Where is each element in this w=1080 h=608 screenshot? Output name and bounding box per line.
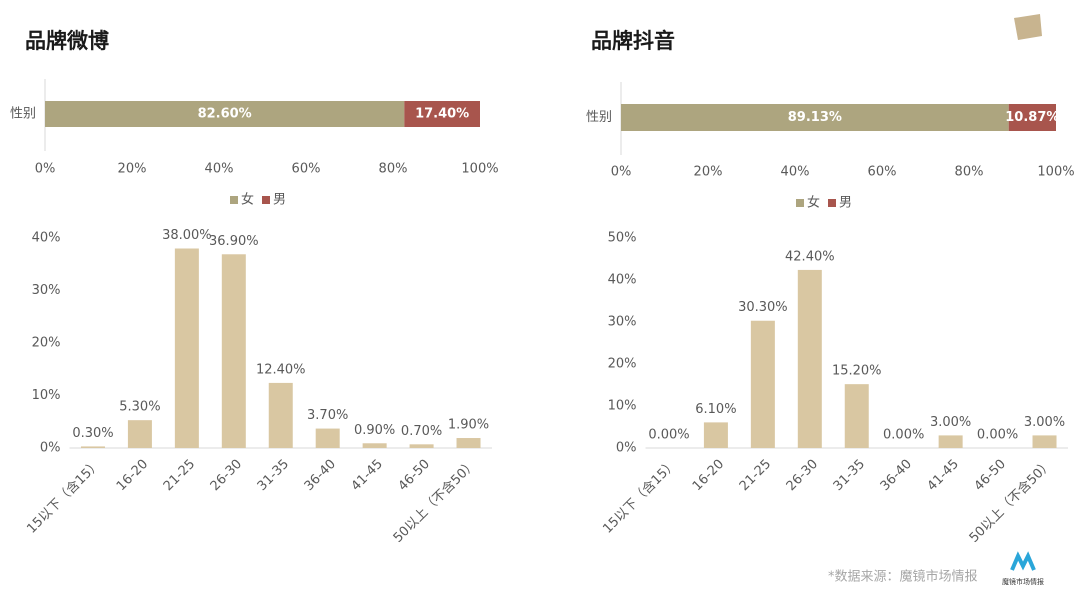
y-tick-label: 40% <box>32 231 61 246</box>
x-tick-label: 40% <box>205 162 234 177</box>
y-tick-label: 20% <box>32 336 61 351</box>
data-label: 12.40% <box>256 362 306 377</box>
data-label: 38.00% <box>162 228 212 243</box>
x-tick-label: 0% <box>35 162 56 177</box>
data-label: 0.00% <box>883 428 924 443</box>
bar <box>362 443 387 448</box>
x-tick-label: 20% <box>118 162 147 177</box>
bar-segment <box>621 104 1009 131</box>
bar <box>221 254 246 448</box>
data-label: 0.30% <box>72 426 113 441</box>
y-tick-label: 10% <box>32 388 61 403</box>
data-label: 6.10% <box>695 402 736 417</box>
bar <box>1032 435 1057 448</box>
data-label: 0.00% <box>977 428 1018 443</box>
bar-segment <box>45 101 405 127</box>
y-tick-label: 20% <box>608 357 637 372</box>
bar <box>456 438 481 448</box>
data-label: 3.00% <box>930 415 971 430</box>
bar <box>844 384 869 448</box>
legend-swatch <box>828 199 836 207</box>
chart-title: 品牌微博 <box>25 29 109 53</box>
x-tick-label: 80% <box>379 162 408 177</box>
x-tick-label: 60% <box>292 162 321 177</box>
bar <box>80 446 105 448</box>
data-label: 42.40% <box>785 249 835 264</box>
bar <box>409 444 434 448</box>
legend-label: 女 <box>241 192 254 208</box>
legend-label: 男 <box>839 196 852 211</box>
y-tick-label: 50% <box>608 231 637 246</box>
y-tick-label: 40% <box>608 273 637 288</box>
data-label: 0.70% <box>401 424 442 439</box>
data-label: 0.90% <box>354 423 395 438</box>
data-label: 3.00% <box>1024 415 1065 430</box>
y-tick-label: 30% <box>32 283 61 298</box>
bar <box>750 320 775 448</box>
legend-swatch <box>796 199 804 207</box>
y-tick-label: 30% <box>608 315 637 330</box>
corner-icon <box>1014 14 1042 40</box>
x-tick-label: 100% <box>1037 165 1074 180</box>
y-tick-label: 10% <box>608 399 637 414</box>
x-tick-label: 60% <box>868 165 897 180</box>
data-label: 30.30% <box>738 300 788 315</box>
x-tick-label: 100% <box>461 162 498 177</box>
data-label: 10.87% <box>1005 110 1059 125</box>
logo-mark <box>1010 551 1036 571</box>
bar <box>268 382 293 448</box>
bar <box>938 435 963 448</box>
bar-segment <box>404 101 480 127</box>
data-label: 15.20% <box>832 364 882 379</box>
legend-label: 男 <box>273 193 286 208</box>
x-tick-label: 80% <box>955 165 984 180</box>
legend-swatch <box>262 196 270 204</box>
data-label: 36.90% <box>209 234 259 249</box>
legend-swatch <box>230 196 238 204</box>
x-tick-label: 20% <box>694 165 723 180</box>
chart-title: 品牌抖音 <box>591 29 675 53</box>
bar <box>127 420 152 448</box>
bar <box>797 269 822 448</box>
x-tick-label: 40% <box>781 165 810 180</box>
legend-label: 女 <box>807 195 820 211</box>
y-tick-label: 0% <box>40 441 61 456</box>
data-label: 3.70% <box>307 408 348 423</box>
bar <box>703 422 728 448</box>
category-label: 性别 <box>586 110 612 125</box>
category-label: 性别 <box>10 107 36 122</box>
data-label: 0.00% <box>648 428 689 443</box>
source-note: *数据来源：魔镜市场情报 <box>828 569 978 585</box>
data-label: 1.90% <box>448 418 489 433</box>
bar <box>174 248 199 448</box>
data-label: 17.40% <box>415 107 469 122</box>
logo-text: 魔镜市场情报 <box>1002 577 1044 586</box>
data-label: 5.30% <box>119 400 160 415</box>
bar-segment <box>1008 104 1056 131</box>
x-tick-label: 0% <box>611 165 632 180</box>
data-label: 82.60% <box>198 107 252 122</box>
bar <box>315 428 340 448</box>
data-label: 89.13% <box>788 110 842 125</box>
y-tick-label: 0% <box>616 441 637 456</box>
